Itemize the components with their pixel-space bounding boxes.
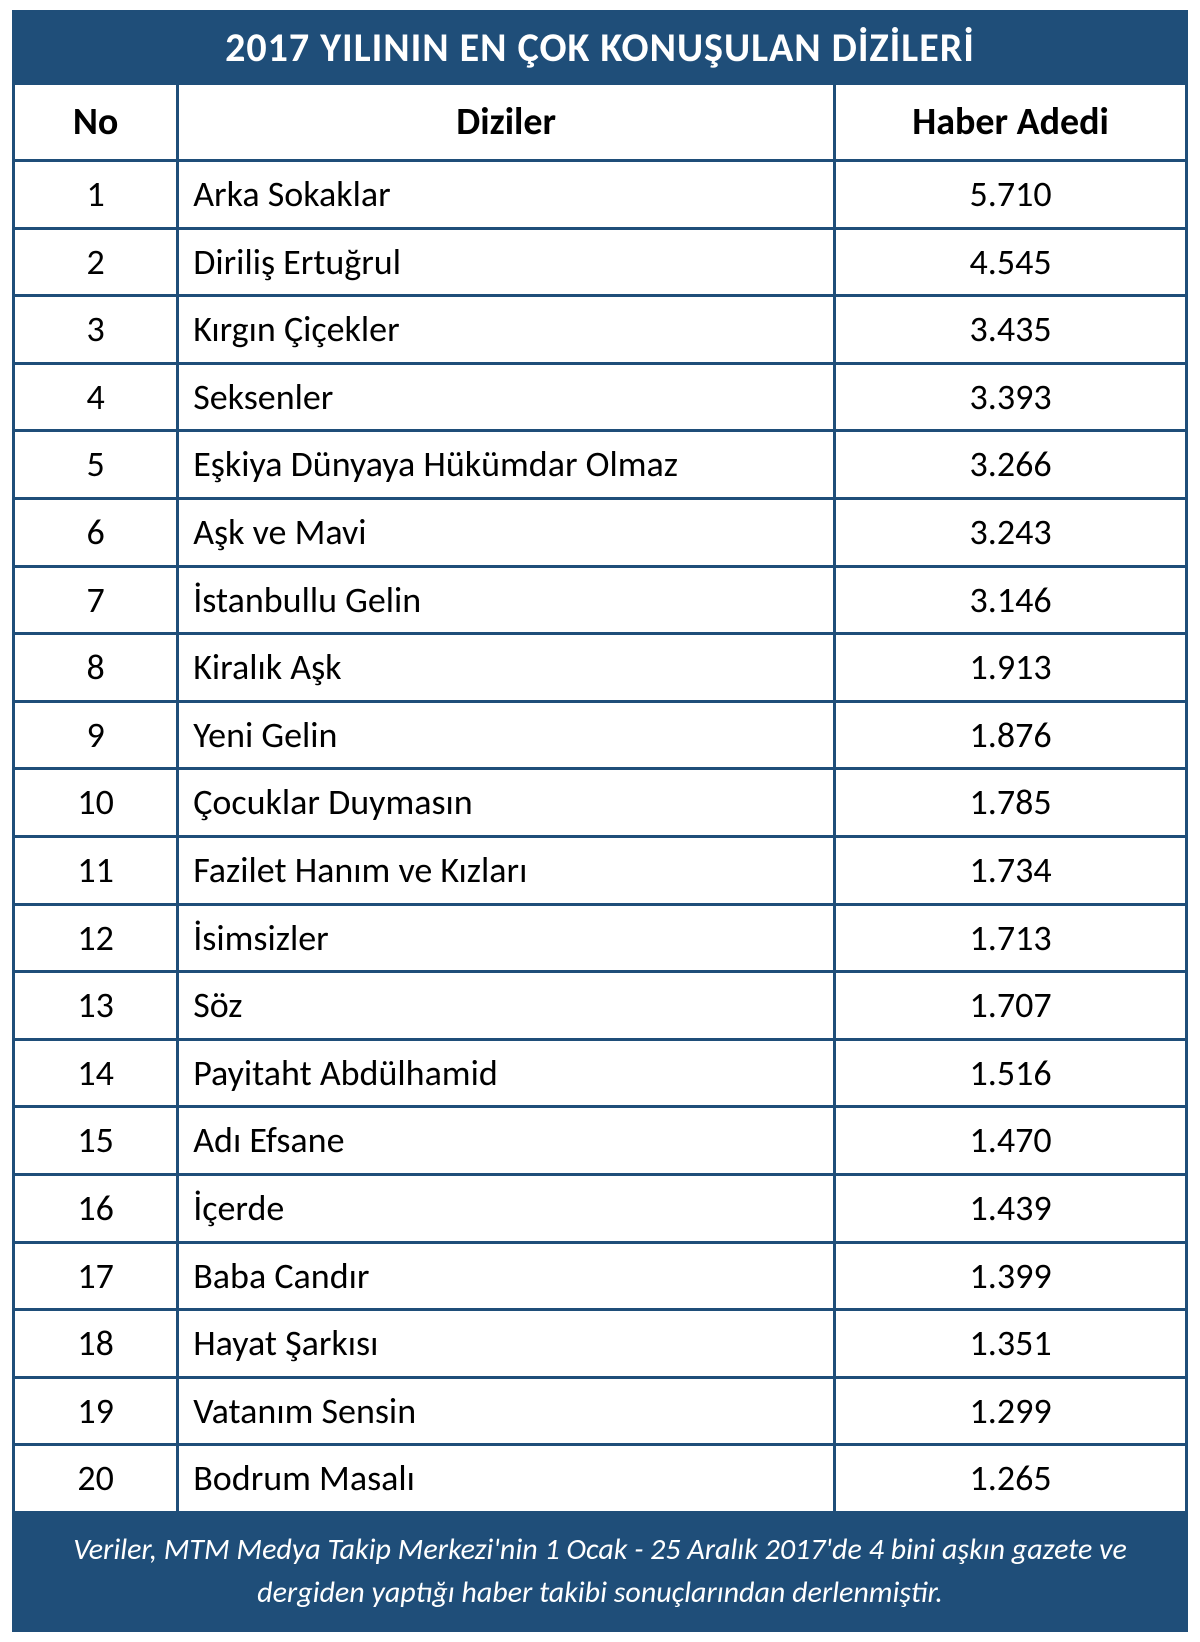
cell-no: 13 (14, 972, 178, 1040)
table-row: 6Aşk ve Mavi3.243 (14, 498, 1187, 566)
cell-no: 6 (14, 498, 178, 566)
cell-no: 11 (14, 836, 178, 904)
cell-no: 4 (14, 363, 178, 431)
cell-no: 19 (14, 1377, 178, 1445)
cell-news-count: 1.470 (835, 1107, 1187, 1175)
table-row: 17Baba Candır1.399 (14, 1242, 1187, 1310)
cell-news-count: 1.913 (835, 634, 1187, 702)
series-table: 2017 YILININ EN ÇOK KONUŞULAN DİZİLERİ N… (12, 10, 1188, 1632)
table-row: 11Fazilet Hanım ve Kızları1.734 (14, 836, 1187, 904)
cell-no: 1 (14, 161, 178, 229)
cell-news-count: 1.713 (835, 904, 1187, 972)
cell-series-name: Kırgın Çiçekler (178, 296, 835, 364)
cell-no: 5 (14, 431, 178, 499)
table-row: 18Hayat Şarkısı1.351 (14, 1310, 1187, 1378)
cell-no: 15 (14, 1107, 178, 1175)
cell-news-count: 1.516 (835, 1039, 1187, 1107)
cell-series-name: İsimsizler (178, 904, 835, 972)
cell-no: 17 (14, 1242, 178, 1310)
table-container: 2017 YILININ EN ÇOK KONUŞULAN DİZİLERİ N… (0, 0, 1200, 1642)
cell-no: 20 (14, 1445, 178, 1513)
table-row: 14Payitaht Abdülhamid1.516 (14, 1039, 1187, 1107)
cell-series-name: Kiralık Aşk (178, 634, 835, 702)
table-row: 16İçerde1.439 (14, 1174, 1187, 1242)
table-row: 12İsimsizler1.713 (14, 904, 1187, 972)
table-footer-note: Veriler, MTM Medya Takip Merkezi'nin 1 O… (14, 1512, 1187, 1630)
cell-series-name: Diriliş Ertuğrul (178, 228, 835, 296)
col-header-no: No (14, 84, 178, 161)
cell-series-name: Arka Sokaklar (178, 161, 835, 229)
cell-no: 14 (14, 1039, 178, 1107)
cell-series-name: Çocuklar Duymasın (178, 769, 835, 837)
table-title: 2017 YILININ EN ÇOK KONUŞULAN DİZİLERİ (14, 12, 1187, 84)
cell-news-count: 1.876 (835, 701, 1187, 769)
cell-series-name: İçerde (178, 1174, 835, 1242)
cell-series-name: Aşk ve Mavi (178, 498, 835, 566)
cell-series-name: Baba Candır (178, 1242, 835, 1310)
cell-news-count: 1.399 (835, 1242, 1187, 1310)
table-footer-row: Veriler, MTM Medya Takip Merkezi'nin 1 O… (14, 1512, 1187, 1630)
cell-news-count: 1.351 (835, 1310, 1187, 1378)
table-row: 4Seksenler3.393 (14, 363, 1187, 431)
cell-no: 3 (14, 296, 178, 364)
cell-series-name: Hayat Şarkısı (178, 1310, 835, 1378)
table-row: 1Arka Sokaklar5.710 (14, 161, 1187, 229)
table-row: 10Çocuklar Duymasın1.785 (14, 769, 1187, 837)
table-row: 3Kırgın Çiçekler3.435 (14, 296, 1187, 364)
cell-no: 7 (14, 566, 178, 634)
cell-no: 9 (14, 701, 178, 769)
table-row: 9Yeni Gelin1.876 (14, 701, 1187, 769)
cell-no: 16 (14, 1174, 178, 1242)
cell-news-count: 1.439 (835, 1174, 1187, 1242)
cell-series-name: Yeni Gelin (178, 701, 835, 769)
cell-series-name: Adı Efsane (178, 1107, 835, 1175)
cell-series-name: Söz (178, 972, 835, 1040)
col-header-count: Haber Adedi (835, 84, 1187, 161)
table-row: 13Söz1.707 (14, 972, 1187, 1040)
cell-news-count: 1.785 (835, 769, 1187, 837)
cell-no: 8 (14, 634, 178, 702)
cell-no: 12 (14, 904, 178, 972)
cell-no: 2 (14, 228, 178, 296)
table-row: 5Eşkiya Dünyaya Hükümdar Olmaz3.266 (14, 431, 1187, 499)
cell-series-name: Fazilet Hanım ve Kızları (178, 836, 835, 904)
cell-news-count: 1.265 (835, 1445, 1187, 1513)
cell-no: 18 (14, 1310, 178, 1378)
cell-no: 10 (14, 769, 178, 837)
cell-news-count: 3.266 (835, 431, 1187, 499)
cell-series-name: Bodrum Masalı (178, 1445, 835, 1513)
cell-news-count: 5.710 (835, 161, 1187, 229)
cell-series-name: İstanbullu Gelin (178, 566, 835, 634)
cell-news-count: 4.545 (835, 228, 1187, 296)
cell-series-name: Payitaht Abdülhamid (178, 1039, 835, 1107)
cell-news-count: 3.243 (835, 498, 1187, 566)
cell-series-name: Eşkiya Dünyaya Hükümdar Olmaz (178, 431, 835, 499)
cell-news-count: 3.393 (835, 363, 1187, 431)
table-header-row: No Diziler Haber Adedi (14, 84, 1187, 161)
col-header-name: Diziler (178, 84, 835, 161)
cell-news-count: 3.146 (835, 566, 1187, 634)
table-row: 8Kiralık Aşk1.913 (14, 634, 1187, 702)
table-row: 19Vatanım Sensin1.299 (14, 1377, 1187, 1445)
table-row: 2Diriliş Ertuğrul4.545 (14, 228, 1187, 296)
table-title-row: 2017 YILININ EN ÇOK KONUŞULAN DİZİLERİ (14, 12, 1187, 84)
cell-news-count: 1.734 (835, 836, 1187, 904)
table-row: 15Adı Efsane1.470 (14, 1107, 1187, 1175)
cell-series-name: Seksenler (178, 363, 835, 431)
table-row: 20Bodrum Masalı1.265 (14, 1445, 1187, 1513)
cell-news-count: 3.435 (835, 296, 1187, 364)
cell-news-count: 1.707 (835, 972, 1187, 1040)
table-row: 7İstanbullu Gelin3.146 (14, 566, 1187, 634)
cell-series-name: Vatanım Sensin (178, 1377, 835, 1445)
cell-news-count: 1.299 (835, 1377, 1187, 1445)
